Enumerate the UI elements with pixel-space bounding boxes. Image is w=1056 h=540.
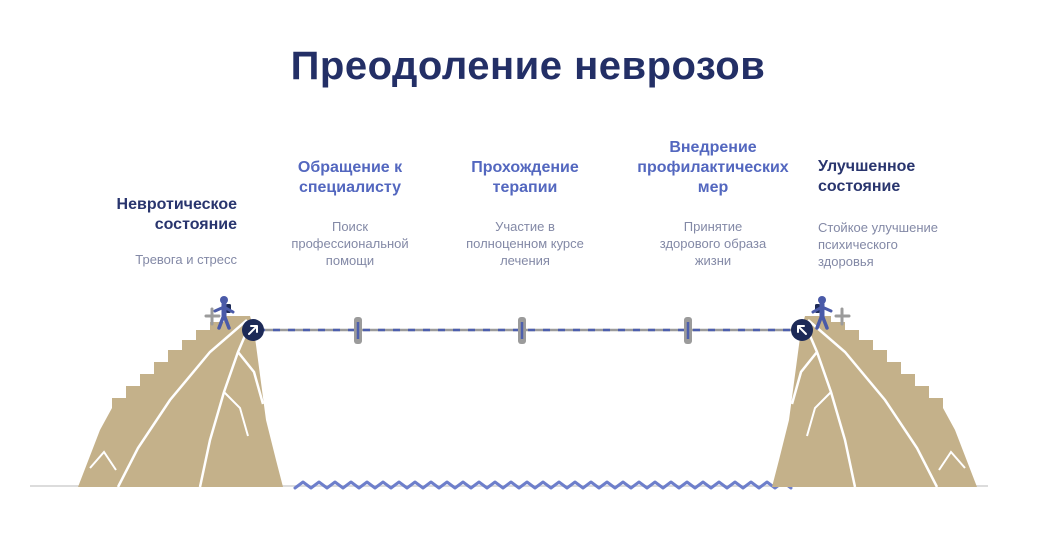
mountain-cliff-icon bbox=[772, 316, 977, 488]
climber-icon bbox=[811, 296, 851, 330]
stage-subtext: Принятие здорового образа жизни bbox=[659, 219, 767, 268]
stage-prevention: Внедрение профилактических мер Принятие … bbox=[613, 138, 813, 269]
stage-heading: Улучшенное состояние bbox=[818, 158, 916, 195]
mountain-cliff-icon bbox=[78, 316, 283, 488]
carabiner-marker-icon bbox=[354, 317, 362, 344]
stage-subtext: Стойкое улучшение психического здоровья bbox=[818, 220, 938, 269]
stage-heading: Невротическое состояние bbox=[116, 196, 237, 233]
stage-neurotic-state: Невротическое состояние Тревога и стресс bbox=[57, 195, 237, 268]
stage-heading: Обращение к специалисту bbox=[297, 159, 403, 196]
stage-therapy: Прохождение терапии Участие в полноценно… bbox=[440, 158, 610, 269]
stage-specialist-visit: Обращение к специалисту Поиск профессион… bbox=[262, 158, 438, 269]
stage-improved-state: Улучшенное состояние Стойкое улучшение п… bbox=[818, 157, 978, 270]
wave-line-icon bbox=[293, 480, 793, 490]
climber-icon bbox=[204, 296, 235, 330]
carabiner-marker-icon bbox=[518, 317, 526, 344]
stage-heading: Прохождение терапии bbox=[471, 159, 579, 196]
page-title: Преодоление неврозов bbox=[290, 44, 766, 88]
stage-heading: Внедрение профилактических мер bbox=[637, 139, 789, 196]
stage-subtext: Участие в полноценном курсе лечения bbox=[466, 219, 584, 268]
rope-anchor-icon bbox=[791, 319, 813, 341]
stage-subtext: Поиск профессиональной помощи bbox=[291, 219, 409, 268]
rope-anchor-icon bbox=[242, 319, 264, 341]
stage-subtext: Тревога и стресс bbox=[135, 252, 237, 267]
carabiner-marker-icon bbox=[684, 317, 692, 344]
